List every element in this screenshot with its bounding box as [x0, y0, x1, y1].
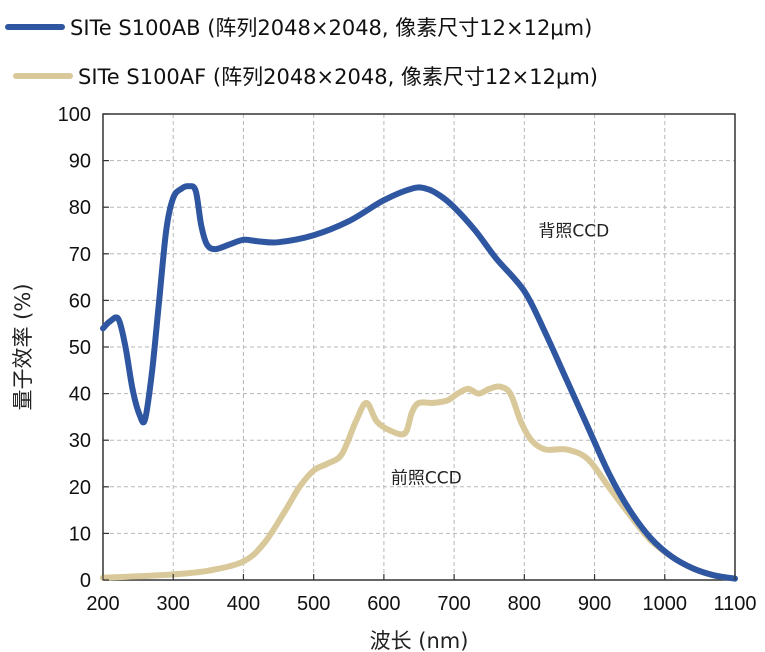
- x-tick-label: 800: [508, 593, 541, 615]
- y-tick-label: 90: [69, 151, 91, 173]
- x-tick-label: 400: [227, 593, 260, 615]
- x-tick-label: 300: [157, 593, 190, 615]
- x-axis-label: 波长 (nm): [370, 629, 469, 652]
- y-tick-label: 0: [80, 570, 91, 592]
- ticks-group: 200 300 400 500 600 700 800 900 1000 1100 0 10 20 30 4…: [58, 104, 757, 615]
- annotation-label: 前照CCD: [391, 468, 462, 488]
- y-axis-label: 量子效率 (%): [11, 283, 35, 410]
- y-tick-label: 20: [69, 477, 91, 499]
- y-tick-label: 60: [69, 290, 91, 312]
- y-tick-label: 100: [58, 104, 91, 126]
- legend-label: SITe S100AB (阵列2048×2048, 像素尺寸12×12μm): [70, 16, 592, 40]
- x-tick-label: 1000: [643, 593, 688, 615]
- y-tick-label: 70: [69, 244, 91, 266]
- series-group: [100, 183, 738, 582]
- y-tick-label: 30: [69, 430, 91, 452]
- x-tick-label: 700: [437, 593, 470, 615]
- annotations: 背照CCD 前照CCD: [391, 222, 609, 489]
- x-tick-label: 500: [297, 593, 330, 615]
- y-tick-label: 80: [69, 197, 91, 219]
- x-tick-label: 200: [86, 593, 119, 615]
- grid: [102, 113, 736, 581]
- series-line-back-illuminated: [100, 183, 738, 582]
- series-line-front-illuminated: [100, 383, 738, 582]
- legend-label: SITe S100AF (阵列2048×2048, 像素尺寸12×12μm): [78, 65, 598, 89]
- y-tick-label: 50: [69, 337, 91, 359]
- annotation-label: 背照CCD: [538, 222, 609, 242]
- legend: SITe S100AB (阵列2048×2048, 像素尺寸12×12μm) SI…: [5, 16, 598, 89]
- x-tick-label: 900: [578, 593, 611, 615]
- x-tick-label: 1100: [713, 593, 756, 615]
- x-tick-label: 600: [367, 593, 400, 615]
- y-tick-label: 40: [69, 384, 91, 406]
- y-tick-label: 10: [69, 523, 91, 545]
